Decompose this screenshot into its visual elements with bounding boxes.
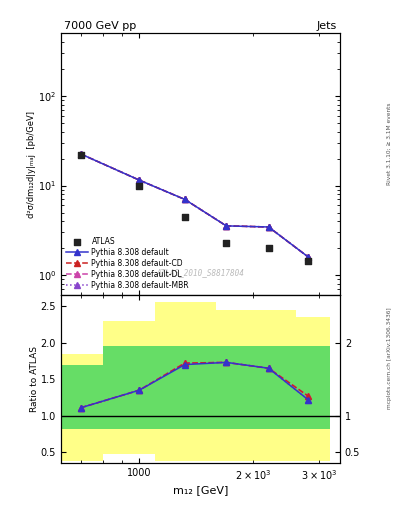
Line: Pythia 8.308 default: Pythia 8.308 default	[78, 151, 311, 260]
ATLAS	[305, 257, 311, 265]
Pythia 8.308 default-MBR	[224, 223, 229, 229]
Pythia 8.308 default	[182, 197, 187, 203]
Pythia 8.308 default-CD	[182, 197, 187, 203]
Text: 7000 GeV pp: 7000 GeV pp	[64, 20, 136, 31]
Pythia 8.308 default-CD	[224, 223, 229, 229]
ATLAS	[182, 212, 188, 221]
Pythia 8.308 default-CD	[306, 254, 310, 260]
Pythia 8.308 default	[224, 223, 229, 229]
Y-axis label: Ratio to ATLAS: Ratio to ATLAS	[30, 346, 39, 412]
Pythia 8.308 default	[79, 151, 83, 157]
Pythia 8.308 default-DL	[137, 177, 141, 183]
Text: ATLAS_2010_S8817804: ATLAS_2010_S8817804	[156, 268, 244, 277]
Pythia 8.308 default-MBR	[182, 197, 187, 203]
ATLAS	[223, 239, 230, 247]
ATLAS	[265, 244, 272, 252]
Text: Jets: Jets	[317, 20, 337, 31]
Pythia 8.308 default	[306, 254, 310, 260]
Pythia 8.308 default-MBR	[306, 254, 310, 260]
ATLAS	[78, 151, 84, 159]
Line: Pythia 8.308 default-CD: Pythia 8.308 default-CD	[78, 151, 311, 260]
Pythia 8.308 default-MBR	[137, 177, 141, 183]
Line: Pythia 8.308 default-MBR: Pythia 8.308 default-MBR	[78, 151, 311, 260]
Text: Rivet 3.1.10; ≥ 3.1M events: Rivet 3.1.10; ≥ 3.1M events	[387, 102, 392, 185]
X-axis label: m₁₂ [GeV]: m₁₂ [GeV]	[173, 485, 228, 495]
Pythia 8.308 default-DL	[182, 197, 187, 203]
Legend: ATLAS, Pythia 8.308 default, Pythia 8.308 default-CD, Pythia 8.308 default-DL, P: ATLAS, Pythia 8.308 default, Pythia 8.30…	[65, 236, 191, 291]
Y-axis label: d²σ/dm₁₂d|y|ₘₐϳ  [pb/GeV]: d²σ/dm₁₂d|y|ₘₐϳ [pb/GeV]	[27, 111, 36, 218]
Pythia 8.308 default-CD	[137, 177, 141, 183]
Pythia 8.308 default-DL	[266, 224, 271, 230]
Pythia 8.308 default-DL	[224, 223, 229, 229]
Line: Pythia 8.308 default-DL: Pythia 8.308 default-DL	[78, 151, 311, 260]
Text: mcplots.cern.ch [arXiv:1306.3436]: mcplots.cern.ch [arXiv:1306.3436]	[387, 308, 392, 409]
Pythia 8.308 default-MBR	[266, 224, 271, 230]
Pythia 8.308 default-CD	[266, 224, 271, 230]
Pythia 8.308 default-DL	[79, 151, 83, 157]
ATLAS	[136, 182, 142, 190]
Pythia 8.308 default-DL	[306, 254, 310, 260]
Pythia 8.308 default-MBR	[79, 151, 83, 157]
Pythia 8.308 default-CD	[79, 151, 83, 157]
Pythia 8.308 default	[266, 224, 271, 230]
Pythia 8.308 default	[137, 177, 141, 183]
